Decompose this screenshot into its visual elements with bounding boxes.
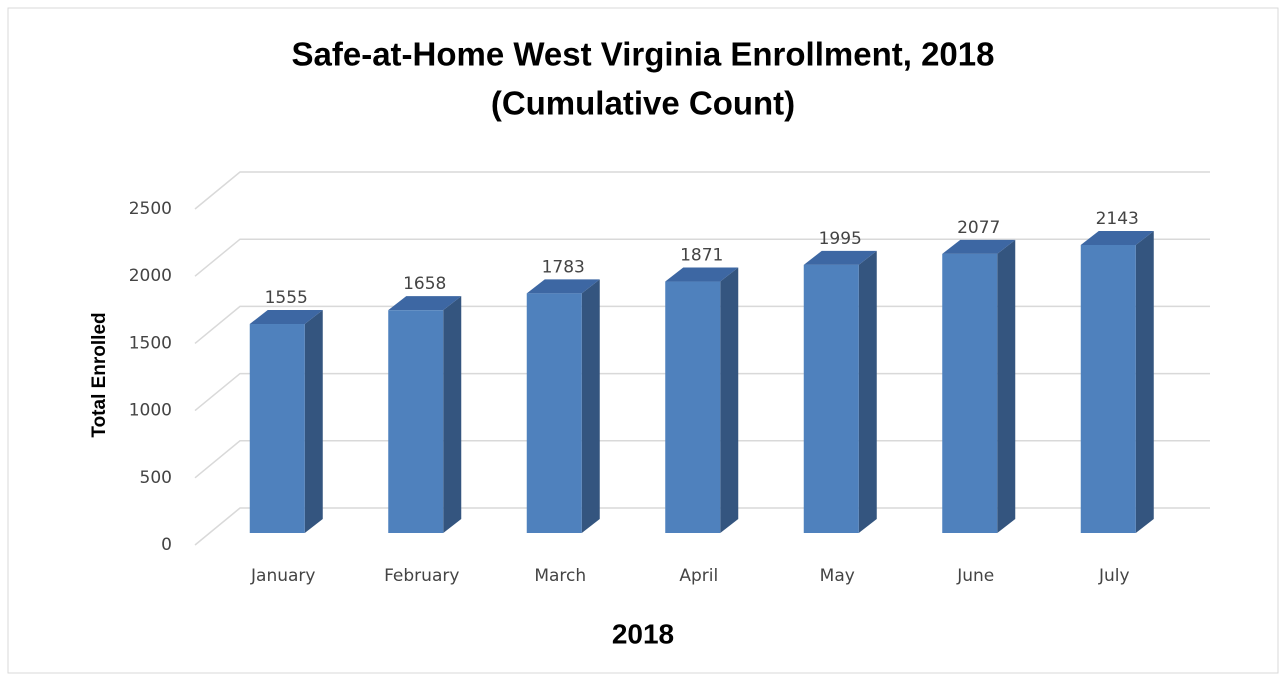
y-axis-title: Total Enrolled (89, 312, 110, 437)
x-tick-label: January (250, 566, 315, 586)
y-tick-label: 0 (161, 535, 172, 555)
bar-top (388, 296, 462, 311)
bar (665, 281, 721, 533)
chart-title: (Cumulative Count) (491, 85, 795, 122)
x-tick-label: April (679, 566, 718, 586)
grid-line (194, 440, 1210, 479)
bar-side (443, 296, 462, 533)
x-tick-label: June (956, 566, 994, 586)
bar-side (1135, 230, 1154, 533)
data-label: 2077 (957, 218, 1000, 238)
bar-side (720, 267, 739, 533)
x-tick-label: February (384, 566, 459, 586)
x-tick-label: March (534, 566, 586, 586)
x-tick-label: July (1098, 566, 1130, 586)
grid-line (194, 238, 1210, 277)
bar (1080, 244, 1136, 533)
bar-top (942, 239, 1016, 254)
y-tick-label: 500 (140, 468, 172, 488)
data-label: 1871 (680, 246, 723, 266)
grid-line (194, 305, 1210, 344)
bar-side (858, 250, 877, 533)
bar (249, 324, 305, 533)
chart-title: Safe-at-Home West Virginia Enrollment, 2… (292, 36, 995, 73)
grid-line (194, 171, 1210, 210)
y-tick-label: 1000 (129, 401, 172, 421)
data-label: 2143 (1096, 209, 1139, 229)
bar-side (304, 310, 323, 533)
bar (803, 264, 859, 533)
data-label: 1995 (819, 229, 862, 249)
data-label: 1555 (265, 288, 308, 308)
y-tick-label: 2500 (129, 199, 172, 219)
grid-line (194, 507, 1210, 546)
bar-top (1080, 230, 1154, 245)
grid-line (194, 372, 1210, 412)
data-label: 1658 (403, 274, 446, 294)
y-tick-label: 2000 (129, 266, 172, 286)
bar-top (803, 250, 877, 265)
data-label: 1783 (542, 257, 585, 277)
y-tick-label: 1500 (129, 333, 172, 353)
x-axis-title: 2018 (612, 618, 674, 649)
bar-side (997, 239, 1016, 533)
x-tick-label: May (820, 566, 855, 586)
bar-side (581, 279, 600, 533)
chart-frame (7, 7, 1279, 674)
bar-top (665, 267, 739, 282)
bar-top (249, 310, 323, 325)
bar (526, 293, 582, 533)
bar-top (526, 279, 600, 294)
bar (388, 310, 444, 533)
bar (942, 253, 998, 533)
